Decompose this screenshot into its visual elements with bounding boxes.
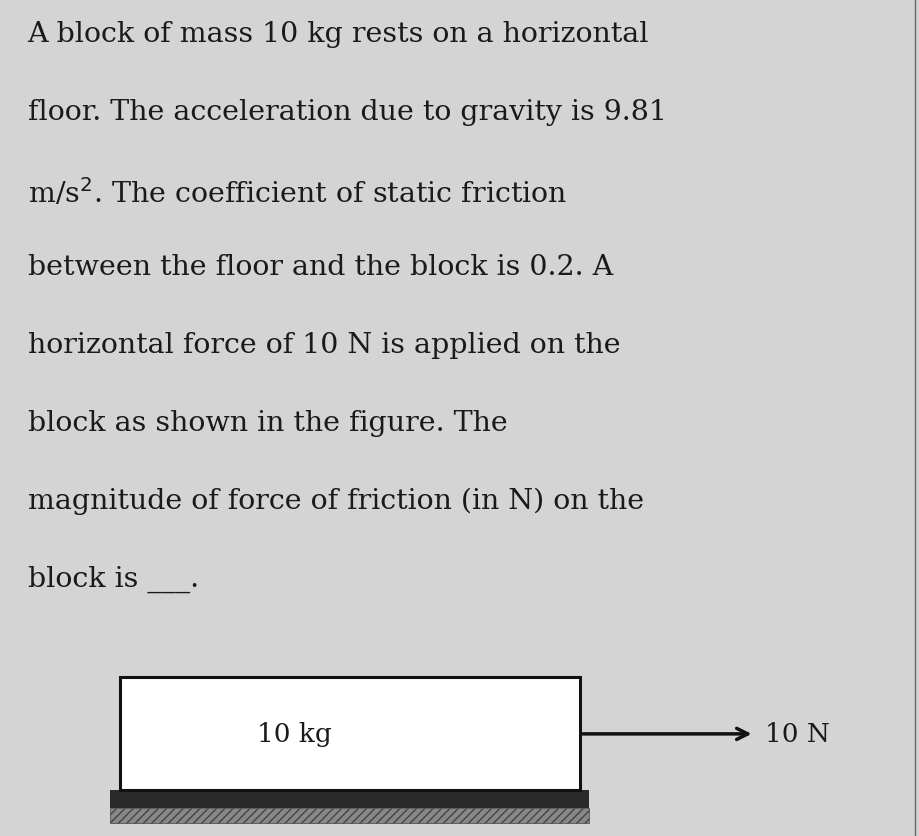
Text: m/s$^2$. The coefficient of static friction: m/s$^2$. The coefficient of static frict… [28,176,566,208]
Text: 10 kg: 10 kg [256,721,332,746]
Text: magnitude of force of friction (in N) on the: magnitude of force of friction (in N) on… [28,487,643,515]
Bar [110,790,588,808]
Text: block is ___.: block is ___. [28,565,199,593]
Text: floor. The acceleration due to gravity is 9.81: floor. The acceleration due to gravity i… [28,99,665,125]
Text: A block of mass 10 kg rests on a horizontal: A block of mass 10 kg rests on a horizon… [28,21,649,48]
Text: 10 N: 10 N [765,721,830,747]
Bar [110,808,588,823]
Text: block as shown in the figure. The: block as shown in the figure. The [28,410,506,436]
Text: between the floor and the block is 0.2. A: between the floor and the block is 0.2. … [28,254,612,281]
Bar [119,677,579,790]
Text: horizontal force of 10 N is applied on the: horizontal force of 10 N is applied on t… [28,332,619,359]
